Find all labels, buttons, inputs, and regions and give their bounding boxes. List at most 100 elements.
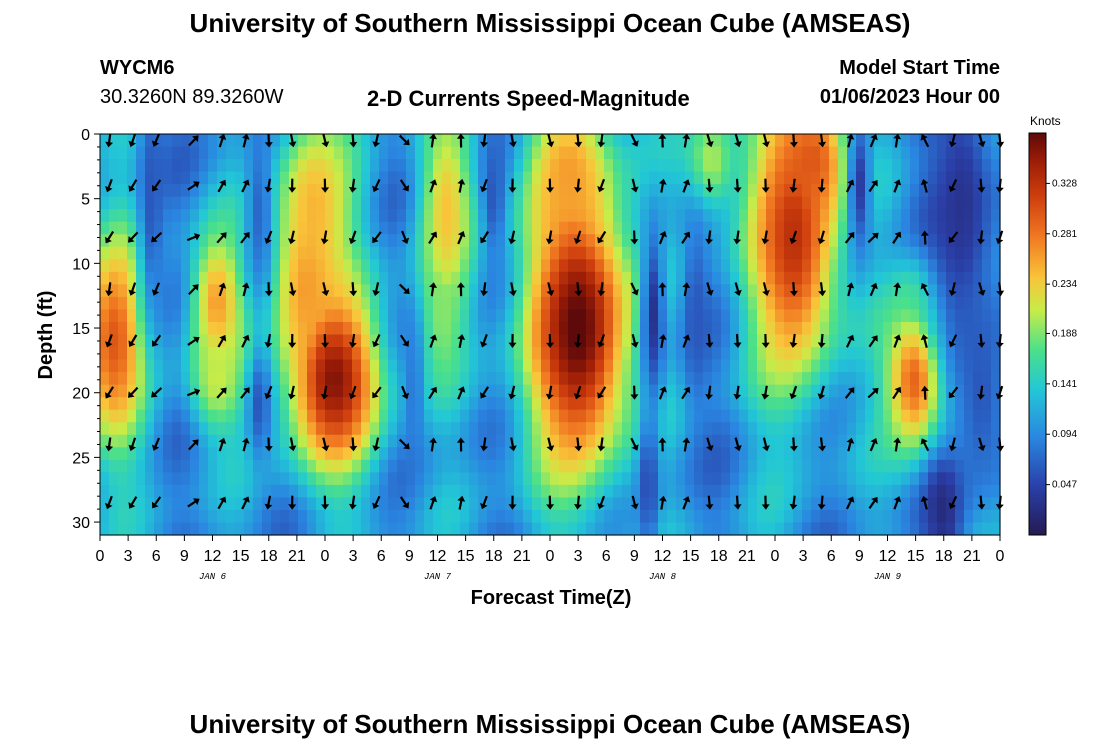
heat-cell	[649, 221, 659, 235]
heat-cell	[316, 447, 326, 461]
heat-cell	[568, 484, 578, 499]
heat-cell	[982, 159, 992, 173]
current-vector	[597, 230, 607, 244]
heat-cell	[505, 509, 515, 524]
heat-cell	[100, 221, 110, 235]
heat-cell	[856, 134, 866, 148]
heat-cell	[757, 321, 767, 336]
current-vector	[789, 495, 798, 510]
heat-cell	[991, 246, 1001, 260]
vector-shaft	[923, 499, 928, 510]
current-vector	[264, 282, 273, 297]
heat-cell	[604, 522, 614, 536]
current-vector	[105, 495, 113, 510]
heat-cell	[433, 409, 443, 423]
heat-cell	[307, 397, 317, 411]
heat-cell	[838, 372, 848, 386]
heat-cell	[703, 509, 713, 524]
heat-cell	[181, 146, 191, 160]
heat-cell	[163, 409, 173, 423]
heat-cell	[397, 459, 407, 473]
heat-cell	[856, 422, 866, 436]
vector-shaft	[429, 337, 436, 348]
heat-cell	[631, 447, 641, 461]
current-vector	[733, 178, 742, 193]
current-vector	[920, 179, 929, 193]
heat-cell	[235, 184, 245, 198]
heat-cell	[649, 372, 659, 386]
heat-cell	[289, 472, 299, 486]
heat-cell	[316, 359, 326, 373]
current-vector	[372, 495, 381, 509]
heat-cell	[154, 509, 164, 524]
heat-cell	[478, 384, 488, 398]
heat-cell	[316, 171, 326, 185]
heat-cell	[379, 434, 389, 448]
current-vector	[734, 282, 742, 296]
heat-cell	[865, 422, 875, 436]
heat-cell	[955, 296, 965, 311]
heat-cell	[541, 309, 551, 323]
heat-cell	[478, 146, 488, 160]
current-vectors	[105, 133, 1005, 510]
vector-shaft	[847, 136, 852, 148]
heat-cell	[541, 509, 551, 524]
heat-cell	[145, 184, 155, 198]
heat-cell	[694, 347, 704, 361]
current-vector	[844, 232, 855, 244]
vector-shaft	[323, 230, 328, 242]
heat-cell	[226, 447, 236, 461]
current-vector	[920, 334, 929, 348]
current-vector	[349, 133, 358, 148]
heat-cell	[775, 422, 785, 436]
heat-cell	[406, 296, 416, 311]
heat-cell	[874, 321, 884, 336]
heat-cell	[991, 196, 1001, 210]
heat-cell	[937, 334, 947, 348]
heat-cell	[910, 309, 920, 323]
heat-cell	[226, 372, 236, 386]
heat-cell	[739, 284, 749, 298]
heat-cell	[892, 196, 902, 210]
heat-cell	[325, 196, 335, 210]
current-vector	[977, 333, 986, 348]
heat-cell	[163, 359, 173, 373]
heat-cell	[901, 146, 911, 160]
heat-cell	[514, 459, 524, 473]
heat-cell	[892, 234, 902, 248]
heat-cell	[613, 159, 623, 173]
heat-cell	[973, 359, 983, 373]
heat-cell	[226, 134, 236, 148]
heat-cell	[937, 321, 947, 336]
heat-cell	[919, 259, 929, 273]
heat-cell	[478, 509, 488, 524]
heat-cell	[532, 447, 542, 461]
heat-cell	[820, 459, 830, 473]
current-vector	[948, 282, 957, 296]
heat-cell	[208, 134, 218, 148]
vector-shaft	[547, 282, 552, 293]
heat-cell	[415, 134, 425, 148]
heat-cell	[964, 146, 974, 160]
heat-cell	[640, 522, 650, 536]
heat-cell	[775, 334, 785, 348]
vector-head	[193, 181, 200, 189]
vector-shaft	[351, 437, 355, 448]
vector-head	[321, 187, 330, 193]
heat-cell	[361, 309, 371, 323]
heat-cell	[406, 484, 416, 499]
heat-cell	[631, 246, 641, 260]
vector-head	[893, 179, 902, 186]
heat-cell	[523, 184, 533, 198]
heat-cell	[631, 459, 641, 473]
heat-cell	[235, 522, 245, 536]
heat-cell	[766, 509, 776, 524]
heat-cell	[181, 372, 191, 386]
heat-cell	[442, 209, 452, 223]
heat-cell	[910, 359, 920, 373]
heat-cell	[559, 234, 569, 248]
heat-cell	[982, 522, 992, 536]
heat-cell	[253, 171, 263, 185]
heat-cell	[208, 196, 218, 210]
heat-cell	[307, 146, 317, 160]
